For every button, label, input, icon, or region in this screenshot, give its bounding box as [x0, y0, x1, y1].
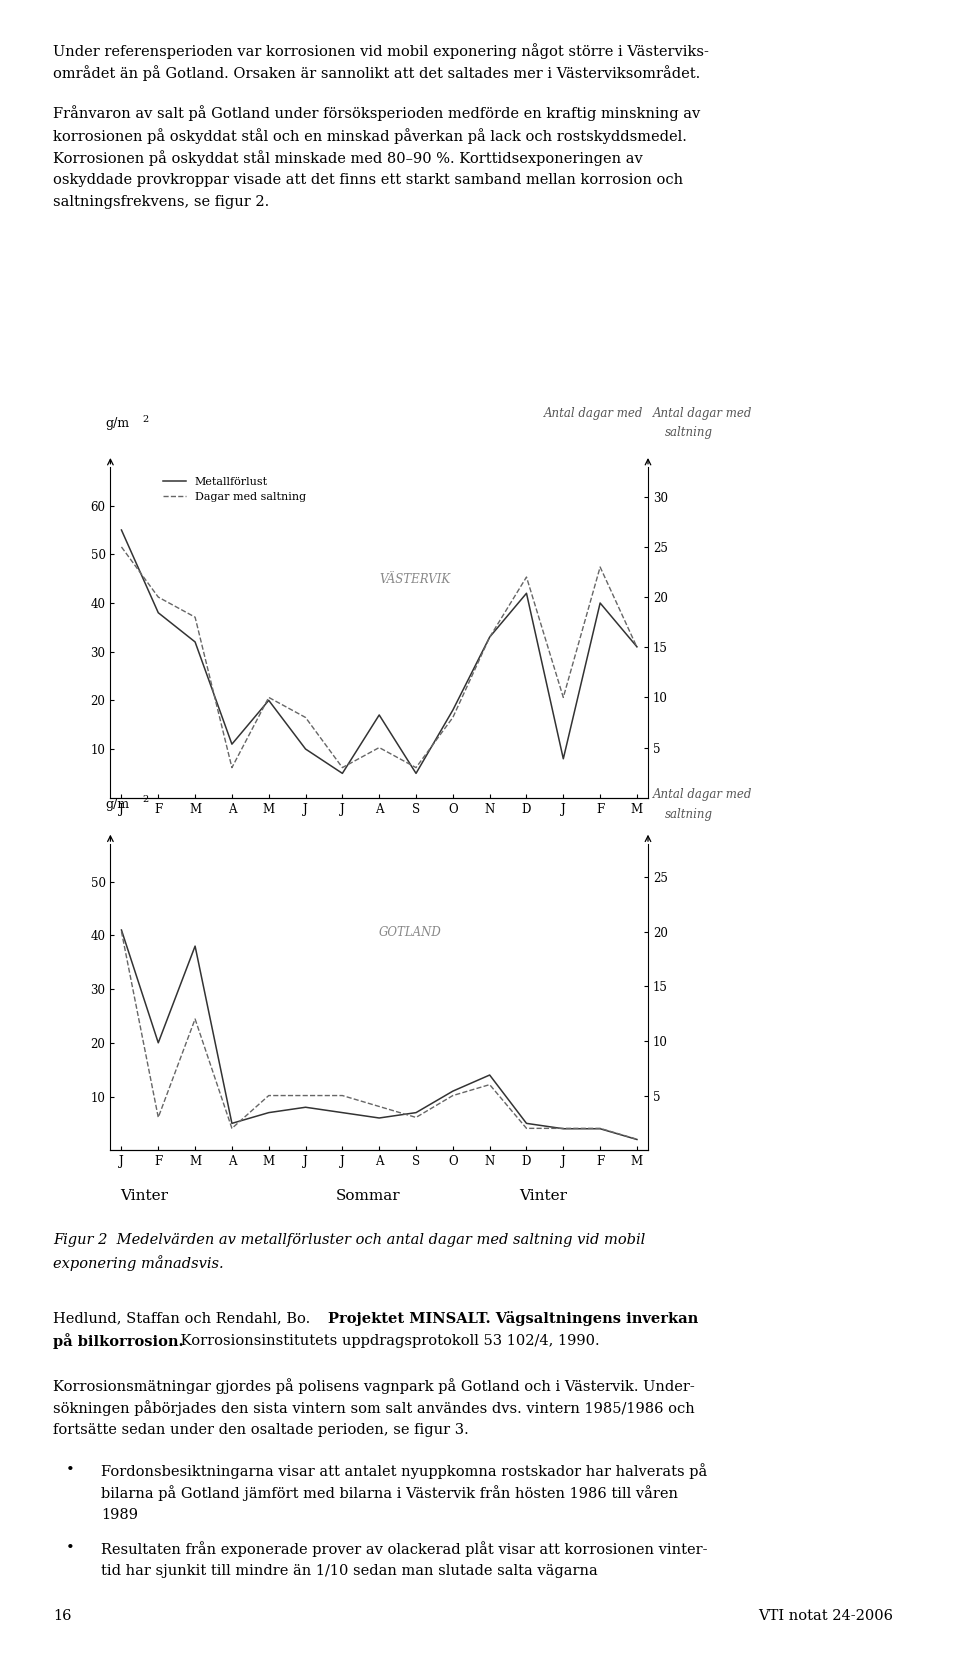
Text: Antal dagar med: Antal dagar med: [543, 407, 643, 420]
Text: fortsätte sedan under den osaltade perioden, se figur 3.: fortsätte sedan under den osaltade perio…: [53, 1423, 468, 1437]
Text: g/m: g/m: [106, 417, 130, 430]
Text: Antal dagar med: Antal dagar med: [653, 407, 753, 420]
Text: Sommar: Sommar: [336, 1188, 401, 1203]
Text: Frånvaron av salt på Gotland under försöksperioden medförde en kraftig minskning: Frånvaron av salt på Gotland under försö…: [53, 106, 700, 121]
Text: g/m: g/m: [106, 798, 130, 811]
Text: Resultaten från exponerade prover av olackerad plåt visar att korrosionen vinter: Resultaten från exponerade prover av ola…: [101, 1541, 708, 1557]
Text: Korrosionsmätningar gjordes på polisens vagnpark på Gotland och i Västervik. Und: Korrosionsmätningar gjordes på polisens …: [53, 1379, 694, 1394]
Text: Figur 2  Medelvärden av metallförluster och antal dagar med saltning vid mobil: Figur 2 Medelvärden av metallförluster o…: [53, 1233, 645, 1246]
Text: tid har sjunkit till mindre än 1/10 sedan man slutade salta vägarna: tid har sjunkit till mindre än 1/10 seda…: [101, 1564, 597, 1577]
Text: exponering månadsvis.: exponering månadsvis.: [53, 1254, 224, 1271]
Text: GOTLAND: GOTLAND: [379, 925, 442, 938]
Text: saltningsfrekvens, se figur 2.: saltningsfrekvens, se figur 2.: [53, 195, 269, 209]
Text: 2: 2: [142, 796, 149, 804]
Text: 2: 2: [142, 415, 149, 424]
Text: Korrosionen på oskyddat stål minskade med 80–90 %. Korttidsexponeringen av: Korrosionen på oskyddat stål minskade me…: [53, 151, 642, 166]
Text: Under referensperioden var korrosionen vid mobil exponering något större i Väste: Under referensperioden var korrosionen v…: [53, 43, 708, 60]
Text: korrosionen på oskyddat stål och en minskad påverkan på lack och rostskyddsmedel: korrosionen på oskyddat stål och en mins…: [53, 127, 686, 144]
Text: •: •: [65, 1463, 74, 1478]
Text: området än på Gotland. Orsaken är sannolikt att det saltades mer i Västerviksomr: området än på Gotland. Orsaken är sannol…: [53, 65, 700, 81]
Text: VTI notat 24-2006: VTI notat 24-2006: [758, 1609, 894, 1622]
Text: på bilkorrosion.: på bilkorrosion.: [53, 1334, 183, 1349]
Text: 16: 16: [53, 1609, 71, 1622]
Text: saltning: saltning: [665, 425, 713, 439]
Text: Vinter: Vinter: [120, 1188, 168, 1203]
Text: saltning: saltning: [665, 808, 713, 821]
Text: oskyddade provkroppar visade att det finns ett starkt samband mellan korrosion o: oskyddade provkroppar visade att det fin…: [53, 172, 683, 187]
Text: Antal dagar med: Antal dagar med: [653, 788, 753, 801]
Text: VÄSTERVIK: VÄSTERVIK: [379, 573, 450, 586]
Text: 1989: 1989: [101, 1508, 138, 1523]
Text: Fordonsbesiktningarna visar att antalet nyuppkomna rostskador har halverats på: Fordonsbesiktningarna visar att antalet …: [101, 1463, 708, 1480]
Text: sökningen påbörjades den sista vintern som salt användes dvs. vintern 1985/1986 : sökningen påbörjades den sista vintern s…: [53, 1400, 694, 1417]
Text: Hedlund, Staffan och Rendahl, Bo.: Hedlund, Staffan och Rendahl, Bo.: [53, 1311, 315, 1326]
Text: Vinter: Vinter: [519, 1188, 567, 1203]
Text: Korrosionsinstitutets uppdragsprotokoll 53 102/4, 1990.: Korrosionsinstitutets uppdragsprotokoll …: [176, 1334, 599, 1347]
Text: •: •: [65, 1541, 74, 1556]
Text: bilarna på Gotland jämfört med bilarna i Västervik från hösten 1986 till våren: bilarna på Gotland jämfört med bilarna i…: [101, 1486, 678, 1501]
Legend: Metallförlust, Dagar med saltning: Metallförlust, Dagar med saltning: [159, 472, 310, 506]
Text: Projektet MINSALT. Vägsaltningens inverkan: Projektet MINSALT. Vägsaltningens inverk…: [328, 1311, 699, 1326]
